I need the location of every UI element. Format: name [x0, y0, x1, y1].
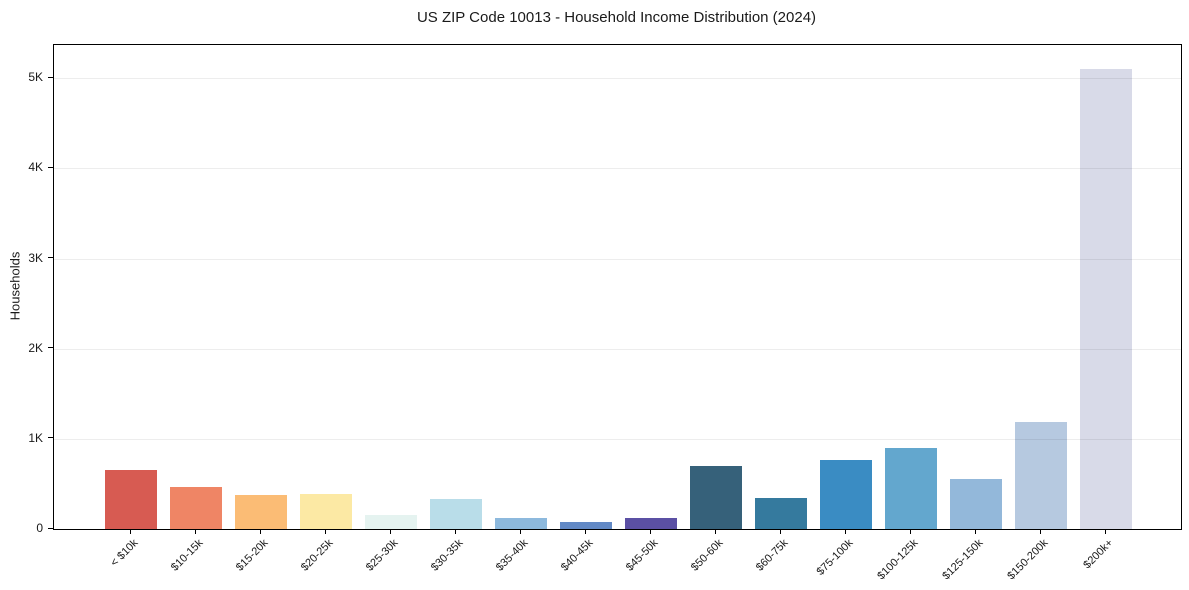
x-tick-mark [324, 529, 326, 534]
bar [950, 479, 1002, 529]
bar [885, 448, 937, 529]
y-tick-mark [48, 347, 53, 349]
bar [495, 518, 547, 529]
x-tick-mark [844, 529, 846, 534]
x-tick-mark [714, 529, 716, 534]
y-tick-label: 2K [28, 340, 43, 355]
gridline [54, 168, 1181, 170]
x-tick-mark [194, 529, 196, 534]
y-tick-label: 1K [28, 430, 43, 445]
x-tick-mark [974, 529, 976, 534]
x-tick-label: < $10k [108, 537, 141, 570]
x-tick-mark [1104, 529, 1106, 534]
bar [1015, 422, 1067, 529]
x-tick-mark [649, 529, 651, 534]
x-tick-mark [389, 529, 391, 534]
y-tick-mark [48, 76, 53, 78]
y-tick-mark [48, 527, 53, 529]
x-tick-mark [519, 529, 521, 534]
bar [820, 460, 872, 529]
bar [105, 470, 157, 529]
bar [235, 495, 287, 529]
bar [690, 466, 742, 529]
bar [625, 518, 677, 529]
bar [365, 515, 417, 529]
y-tick-label: 4K [28, 160, 43, 175]
bar [430, 499, 482, 529]
x-tick-mark [259, 529, 261, 534]
gridline [54, 438, 1181, 440]
bar [1080, 69, 1132, 529]
y-tick-label: 0 [36, 521, 43, 535]
bar [755, 498, 807, 529]
x-tick-mark [909, 529, 911, 534]
x-tick-mark [454, 529, 456, 534]
bar [300, 494, 352, 529]
plot-area [53, 44, 1182, 530]
gridline [54, 348, 1181, 350]
y-tick-mark [48, 437, 53, 439]
y-tick-label: 5K [28, 70, 43, 85]
x-tick-mark [584, 529, 586, 534]
x-tick-mark [779, 529, 781, 534]
bar [560, 522, 612, 529]
chart-title: US ZIP Code 10013 - Household Income Dis… [416, 9, 817, 26]
y-tick-mark [48, 166, 53, 168]
x-tick-mark [129, 529, 131, 534]
bar [170, 487, 222, 529]
gridline [54, 258, 1181, 260]
y-tick-label: 3K [28, 250, 43, 265]
gridline [54, 78, 1181, 80]
x-tick-mark [1039, 529, 1041, 534]
y-tick-mark [48, 257, 53, 259]
